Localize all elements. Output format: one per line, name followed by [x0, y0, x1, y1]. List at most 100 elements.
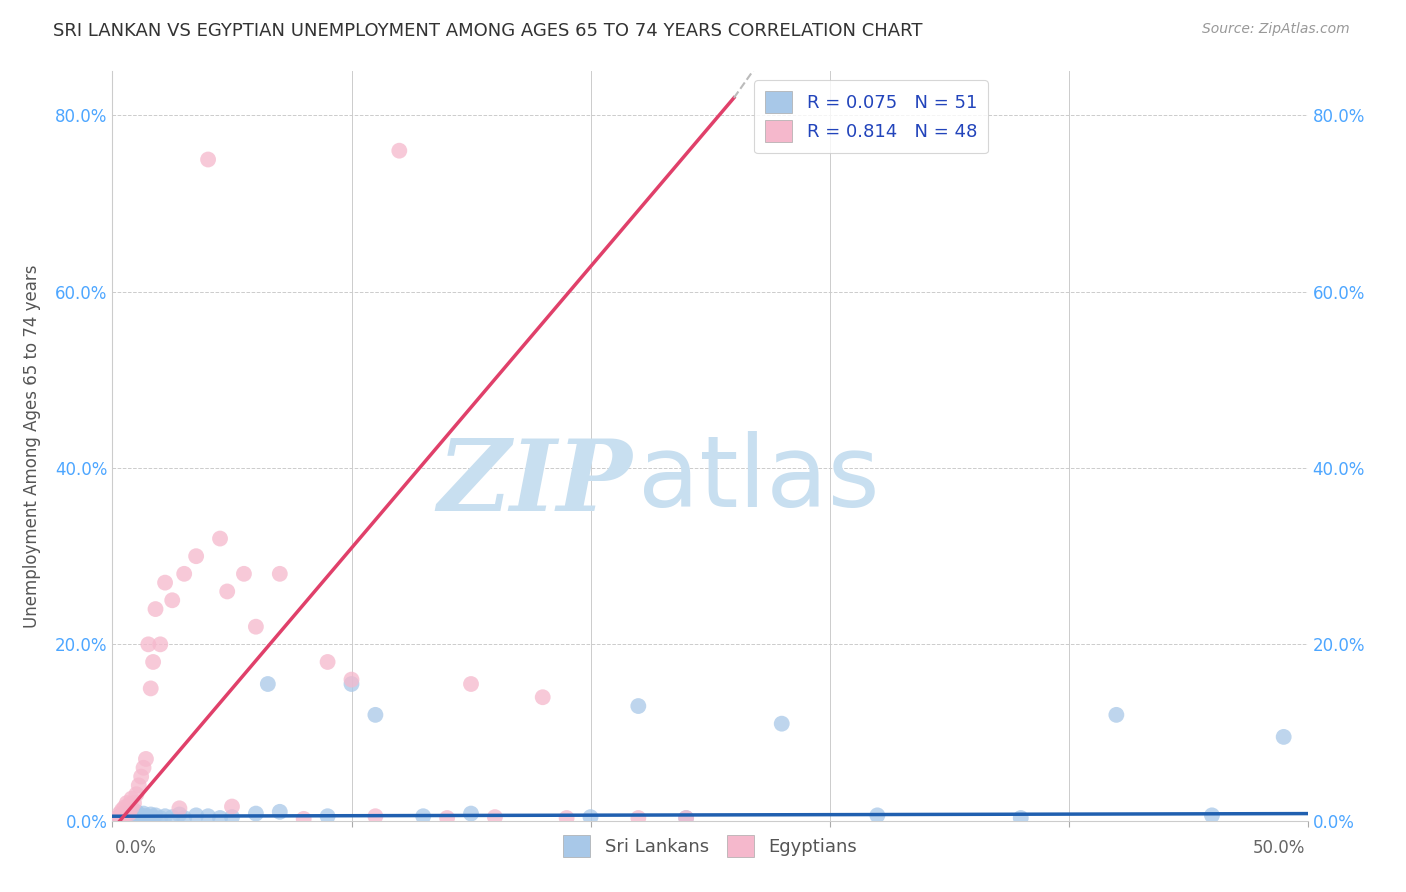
- Point: [115, 796, 138, 810]
- Point: [111, 809, 134, 823]
- Point: [257, 677, 280, 691]
- Point: [555, 811, 578, 825]
- Point: [114, 808, 135, 822]
- Point: [135, 752, 157, 766]
- Point: [138, 811, 160, 825]
- Point: [114, 800, 135, 814]
- Point: [770, 716, 793, 731]
- Point: [122, 807, 145, 822]
- Point: [125, 809, 148, 823]
- Point: [460, 806, 482, 821]
- Point: [209, 811, 232, 825]
- Point: [111, 811, 134, 825]
- Point: [108, 810, 131, 824]
- Point: [173, 566, 195, 581]
- Point: [173, 811, 195, 825]
- Point: [197, 809, 219, 823]
- Point: [129, 811, 152, 825]
- Point: [139, 681, 162, 696]
- Point: [866, 808, 889, 822]
- Legend: Sri Lankans, Egyptians: Sri Lankans, Egyptians: [555, 828, 865, 864]
- Point: [364, 809, 387, 823]
- Text: atlas: atlas: [638, 431, 880, 528]
- Point: [169, 801, 191, 815]
- Point: [209, 532, 232, 546]
- Y-axis label: Unemployment Among Ages 65 to 74 years: Unemployment Among Ages 65 to 74 years: [24, 264, 41, 628]
- Point: [162, 593, 183, 607]
- Point: [128, 778, 150, 792]
- Point: [121, 791, 143, 805]
- Point: [135, 809, 157, 823]
- Text: SRI LANKAN VS EGYPTIAN UNEMPLOYMENT AMONG AGES 65 TO 74 YEARS CORRELATION CHART: SRI LANKAN VS EGYPTIAN UNEMPLOYMENT AMON…: [53, 22, 922, 40]
- Point: [129, 770, 152, 784]
- Point: [186, 808, 208, 822]
- Point: [316, 809, 339, 823]
- Point: [169, 807, 191, 822]
- Point: [153, 809, 176, 823]
- Point: [111, 807, 134, 822]
- Point: [114, 806, 135, 821]
- Point: [149, 637, 172, 651]
- Point: [105, 811, 128, 825]
- Point: [531, 690, 554, 705]
- Point: [128, 810, 150, 824]
- Point: [129, 808, 152, 822]
- Point: [627, 811, 650, 825]
- Point: [122, 796, 145, 810]
- Point: [149, 811, 172, 825]
- Point: [132, 806, 155, 821]
- Point: [484, 810, 506, 824]
- Point: [245, 806, 267, 821]
- Point: [125, 787, 148, 801]
- Point: [118, 797, 141, 812]
- Point: [1105, 707, 1128, 722]
- Point: [114, 810, 135, 824]
- Point: [118, 806, 141, 821]
- Point: [162, 810, 183, 824]
- Point: [292, 812, 315, 826]
- Point: [108, 806, 131, 821]
- Point: [108, 809, 131, 823]
- Point: [105, 811, 128, 825]
- Point: [627, 699, 650, 714]
- Point: [245, 620, 267, 634]
- Point: [233, 566, 256, 581]
- Point: [269, 805, 291, 819]
- Point: [436, 811, 458, 825]
- Point: [142, 810, 165, 824]
- Point: [142, 655, 165, 669]
- Point: [138, 637, 160, 651]
- Point: [217, 584, 239, 599]
- Point: [145, 602, 167, 616]
- Point: [579, 810, 602, 824]
- Point: [340, 677, 363, 691]
- Text: Source: ZipAtlas.com: Source: ZipAtlas.com: [1202, 22, 1350, 37]
- Point: [118, 811, 141, 825]
- Text: ZIP: ZIP: [437, 435, 633, 532]
- Point: [1272, 730, 1295, 744]
- Point: [269, 566, 291, 581]
- Point: [186, 549, 208, 564]
- Point: [132, 761, 155, 775]
- Point: [145, 808, 167, 822]
- Point: [125, 805, 148, 819]
- Point: [108, 812, 131, 826]
- Point: [121, 800, 143, 814]
- Point: [364, 707, 387, 722]
- Point: [121, 810, 143, 824]
- Point: [115, 809, 138, 823]
- Point: [115, 805, 138, 819]
- Point: [221, 799, 243, 814]
- Point: [675, 811, 697, 825]
- Point: [340, 673, 363, 687]
- Point: [118, 808, 141, 822]
- Point: [412, 809, 434, 823]
- Point: [460, 677, 482, 691]
- Point: [139, 807, 162, 822]
- Point: [316, 655, 339, 669]
- Point: [122, 811, 145, 825]
- Point: [153, 575, 176, 590]
- Point: [221, 810, 243, 824]
- Point: [1010, 811, 1032, 825]
- Point: [1201, 808, 1223, 822]
